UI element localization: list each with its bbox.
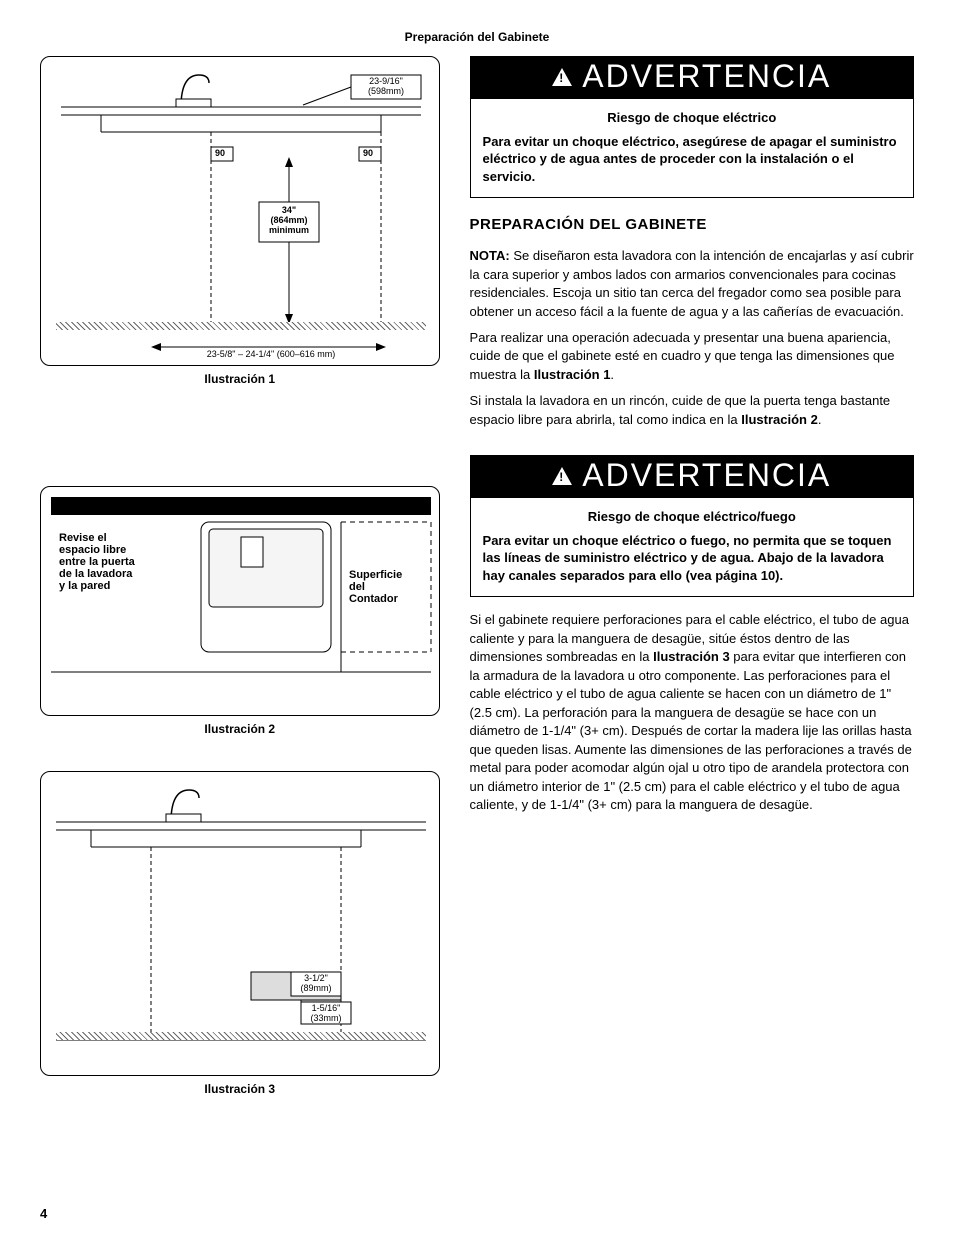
nota-label: NOTA: [470,248,510,263]
warning-2-title: Riesgo de choque eléctrico/fuego [483,508,901,526]
illustration-1: 90 90 34" (864mm) minimum 23-9/16" (598m… [40,56,440,366]
section-heading: PREPARACIÓN DEL GABINETE [470,216,914,233]
illus3-dim-a: 3-1/2" (89mm) [293,974,339,994]
paragraph-3a: Si instala la lavadora en un rincón, cui… [470,393,891,426]
illustration-1-caption: Ilustración 1 [40,372,440,386]
warning-1-body: Para evitar un choque eléctrico, asegúre… [483,133,901,186]
illustration-2-caption: Ilustración 2 [40,722,440,736]
illus1-angle-right: 90 [363,149,373,159]
paragraph-2b: Ilustración 1 [534,367,611,382]
paragraph-3: Si instala la lavadora en un rincón, cui… [470,392,914,429]
warning-2-box: Riesgo de choque eléctrico/fuego Para ev… [470,498,914,597]
warning-1-box: Riesgo de choque eléctrico Para evitar u… [470,99,914,198]
warning-icon [552,68,572,86]
paragraph-1: NOTA: Se diseñaron esta lavadora con la … [470,247,914,321]
paragraph-4: Si el gabinete requiere perforaciones pa… [470,611,914,814]
illus2-text-right: Superficie del Contador [349,569,424,605]
warning-2-banner: ADVERTENCIA [470,455,914,498]
illus3-dim-b: 1-5/16" (33mm) [303,1004,349,1024]
illustration-3: 3-1/2" (89mm) 1-5/16" (33mm) [40,771,440,1076]
warning-1-word: ADVERTENCIA [582,58,831,95]
page-number: 4 [40,1206,47,1221]
paragraph-2c: . [610,367,614,382]
illus1-angle-left: 90 [215,149,225,159]
paragraph-3b: Ilustración 2 [741,412,818,427]
warning-1-title: Riesgo de choque eléctrico [483,109,901,127]
illustration-3-caption: Ilustración 3 [40,1082,440,1096]
warning-2-body: Para evitar un choque eléctrico o fuego,… [483,532,901,585]
paragraph-4c: para evitar que interfieren con la armad… [470,649,912,812]
illus1-dim-mid: 34" (864mm) minimum [262,206,316,236]
paragraph-3c: . [818,412,822,427]
paragraph-1-text: Se diseñaron esta lavadora con la intenc… [470,248,914,318]
left-column: 90 90 34" (864mm) minimum 23-9/16" (598m… [40,56,440,1096]
warning-icon [552,467,572,485]
content-columns: 90 90 34" (864mm) minimum 23-9/16" (598m… [40,56,914,1096]
illus1-dim-top: 23-9/16" (598mm) [354,77,418,97]
illustration-2: Revise el espacio libre entre la puerta … [40,486,440,716]
paragraph-2: Para realizar una operación adecuada y p… [470,329,914,384]
paragraph-4b: Ilustración 3 [653,649,730,664]
illus1-dim-bottom: 23-5/8" – 24-1/4" (600–616 mm) [161,350,381,360]
warning-1-banner: ADVERTENCIA [470,56,914,99]
illus2-text-left: Revise el espacio libre entre la puerta … [59,532,179,592]
warning-2-word: ADVERTENCIA [582,457,831,494]
right-column: ADVERTENCIA Riesgo de choque eléctrico P… [470,56,914,1096]
page-header: Preparación del Gabinete [40,30,914,44]
